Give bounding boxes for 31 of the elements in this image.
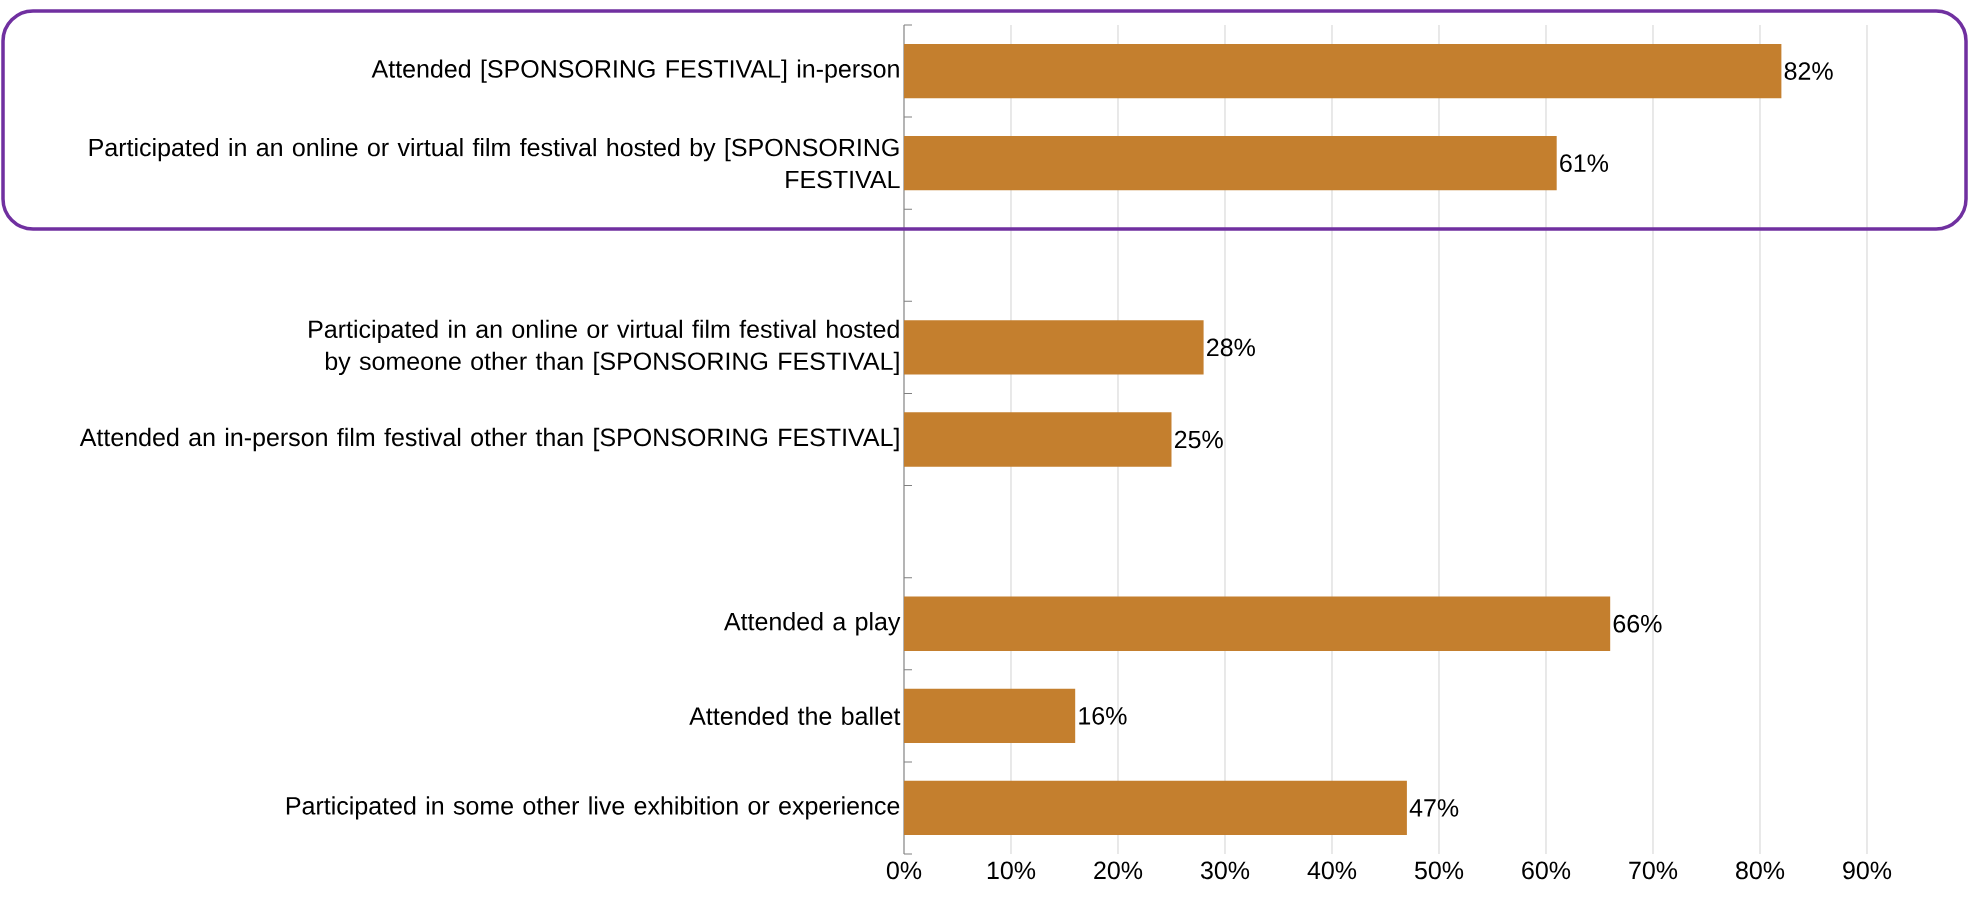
- x-tick-label: 50%: [1414, 861, 1464, 880]
- x-tick-label: 30%: [1200, 861, 1250, 880]
- y-tick-label: Attended [SPONSORING FESTIVAL] in-person: [371, 59, 899, 83]
- data-label: 66%: [1613, 614, 1662, 633]
- y-tick-label: Participated in some other live exhibition or experience: [286, 796, 900, 820]
- bar: [904, 596, 1611, 651]
- y-tick-label: Participated in an online or virtual film festival hosted by someone other than [SPONSORING FESTIVAL]: [309, 319, 899, 376]
- bar: [904, 43, 1782, 99]
- x-tick-label: 60%: [1522, 861, 1571, 880]
- data-label: 61%: [1560, 154, 1609, 173]
- bar: [904, 688, 1076, 743]
- bar: [904, 320, 1204, 375]
- x-tick-label: 80%: [1736, 861, 1785, 880]
- data-label: 28%: [1207, 338, 1255, 357]
- data-label: 47%: [1409, 799, 1459, 817]
- y-tick-label: Attended an in-person film festival other than [SPONSORING FESTIVAL]: [79, 427, 899, 452]
- data-label: 25%: [1174, 430, 1223, 449]
- x-tick-label: 40%: [1307, 861, 1357, 880]
- data-label: 82%: [1784, 62, 1833, 80]
- bar: [904, 412, 1172, 467]
- x-tick-label: 10%: [987, 861, 1036, 880]
- data-label: 16%: [1079, 706, 1127, 725]
- x-tick-label: 0%: [886, 861, 922, 880]
- bar: [904, 780, 1407, 836]
- x-tick-label: 90%: [1843, 861, 1892, 880]
- x-tick-label: 20%: [1094, 861, 1143, 880]
- x-tick-label: 70%: [1629, 861, 1678, 880]
- y-tick-label: Attended the ballet: [689, 706, 901, 726]
- bar: [904, 136, 1557, 191]
- y-tick-label: Participated in an online or virtual film festival hosted by [SPONSORING FESTIVAL: [89, 137, 900, 189]
- y-tick-label: Attended a play: [723, 612, 901, 636]
